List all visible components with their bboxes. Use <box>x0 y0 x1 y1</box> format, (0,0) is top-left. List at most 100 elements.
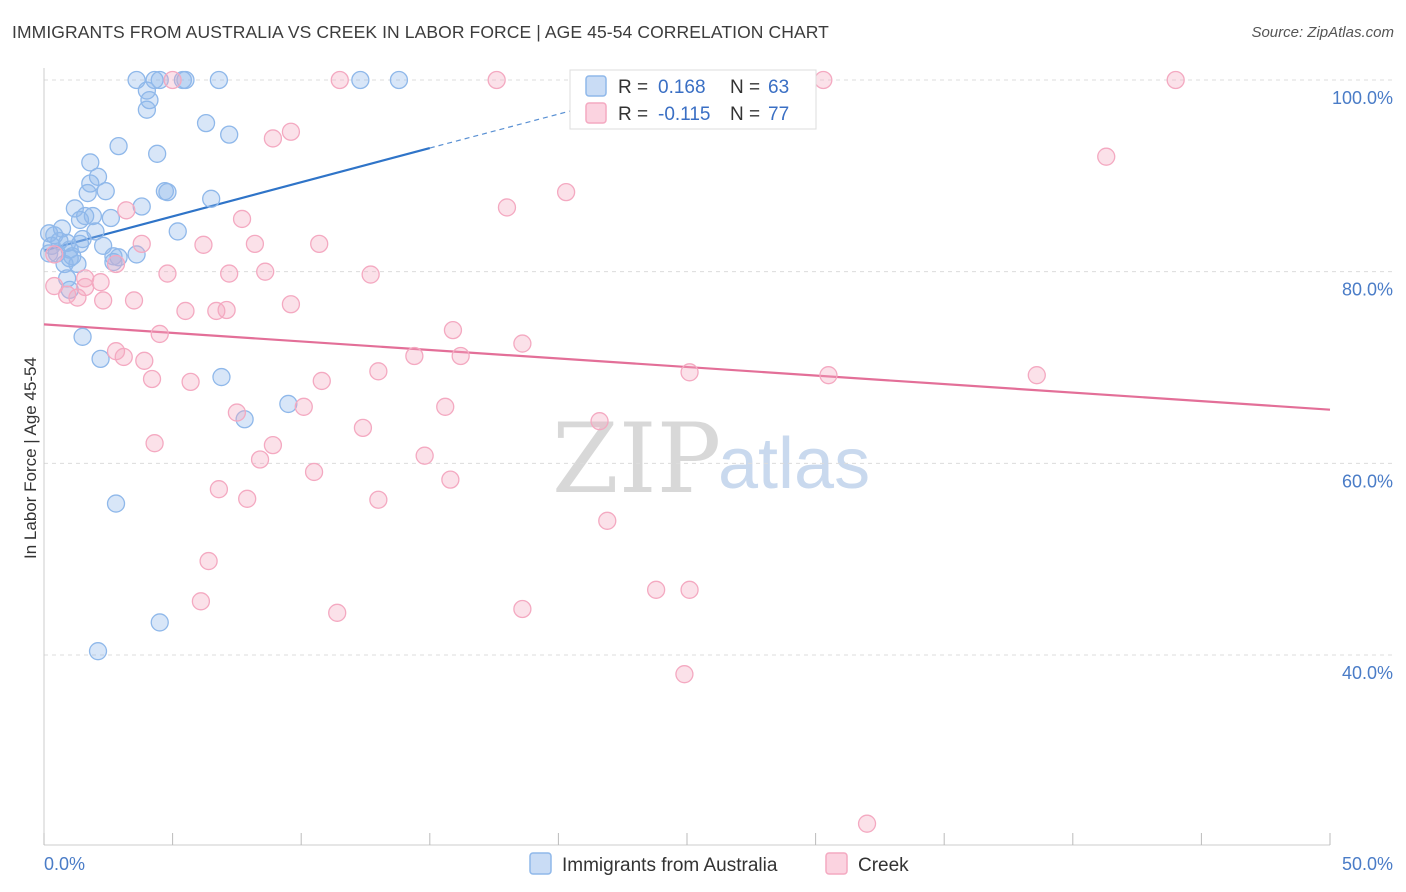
point-australia <box>96 182 115 201</box>
point-creek <box>443 320 463 340</box>
trend-line-australia-extension <box>429 103 598 149</box>
point-creek <box>857 814 877 833</box>
point-australia <box>109 136 128 156</box>
trend-line-creek <box>43 323 1331 411</box>
legend-swatch-creek <box>585 102 607 124</box>
legend-n-label-1: N = <box>730 77 760 98</box>
point-creek <box>114 347 133 367</box>
legend-n-value-1: 63 <box>768 77 789 98</box>
y-tick-label: 80.0% <box>1342 280 1393 300</box>
x-tick-label: 0.0% <box>44 854 85 874</box>
point-creek <box>245 234 265 254</box>
point-creek <box>132 234 151 254</box>
axes <box>43 68 1331 846</box>
trend-lines <box>43 103 1331 411</box>
point-creek <box>451 346 470 366</box>
point-creek <box>142 369 162 389</box>
point-creek <box>145 434 164 453</box>
point-australia <box>132 197 151 216</box>
bottom-legend: Immigrants from Australia Creek <box>529 852 909 876</box>
bottom-legend-label-creek: Creek <box>858 855 909 876</box>
point-creek <box>353 418 373 438</box>
point-creek <box>436 397 455 416</box>
point-creek <box>94 291 113 310</box>
point-creek <box>45 245 64 264</box>
point-australia <box>137 100 157 119</box>
point-australia <box>68 254 87 274</box>
point-creek <box>819 366 838 385</box>
point-creek <box>405 346 424 366</box>
point-australia <box>81 153 100 172</box>
legend-n-value-2: 77 <box>768 104 789 125</box>
point-creek <box>369 490 388 509</box>
legend-r-value-1: 0.168 <box>658 77 706 98</box>
legend-box: R = 0.168 N = 63 R = -0.115 N = 77 <box>569 69 817 130</box>
point-australia <box>279 394 298 414</box>
point-australia <box>209 70 229 90</box>
legend-swatch-australia <box>585 75 607 97</box>
point-creek <box>304 462 324 482</box>
point-australia <box>389 70 409 90</box>
point-creek <box>57 285 77 304</box>
point-creek <box>263 129 283 148</box>
point-creek <box>199 551 218 571</box>
point-creek <box>590 412 609 431</box>
point-creek <box>487 70 506 90</box>
point-creek <box>263 435 283 455</box>
point-australia <box>212 367 231 387</box>
point-creek <box>150 324 169 344</box>
point-creek <box>181 372 200 392</box>
point-creek <box>227 403 247 422</box>
point-creek <box>1166 70 1185 90</box>
point-creek <box>163 70 182 90</box>
bottom-legend-swatch-creek <box>825 852 848 875</box>
legend-r-label-1: R = <box>618 77 648 98</box>
point-australia <box>168 222 187 241</box>
y-tick-labels: 40.0% 60.0% 80.0% 100.0% <box>1332 88 1393 683</box>
legend-n-label-2: N = <box>730 104 760 125</box>
point-creek <box>176 301 195 321</box>
point-creek <box>281 295 301 314</box>
chart-title: IMMIGRANTS FROM AUSTRALIA VS CREEK IN LA… <box>12 22 829 42</box>
point-creek <box>250 450 270 469</box>
point-australia <box>127 245 146 264</box>
point-creek <box>310 234 329 254</box>
data-points <box>39 70 1185 833</box>
point-australia <box>104 252 123 272</box>
point-creek <box>1027 366 1046 385</box>
point-creek <box>238 489 257 508</box>
point-creek <box>68 288 87 307</box>
point-creek <box>497 198 517 217</box>
point-australia <box>91 349 110 369</box>
point-creek <box>330 70 349 90</box>
point-creek <box>117 201 136 220</box>
point-creek <box>232 209 252 229</box>
legend-frame <box>569 69 817 130</box>
bottom-legend-swatch-australia <box>529 852 552 875</box>
watermark-zip: ZIP <box>552 403 721 515</box>
point-creek <box>191 592 211 611</box>
point-australia <box>150 70 169 90</box>
point-creek <box>209 480 229 499</box>
trend-line-australia <box>43 146 431 252</box>
point-australia <box>196 113 216 133</box>
point-australia <box>148 144 167 163</box>
point-australia <box>158 182 177 202</box>
point-creek <box>256 262 275 281</box>
point-creek <box>680 363 699 382</box>
y-tick-label: 60.0% <box>1342 471 1393 491</box>
y-tick-label: 100.0% <box>1332 88 1393 108</box>
y-axis-label: In Labor Force | Age 45-54 <box>21 357 40 559</box>
point-australia <box>78 183 97 203</box>
point-creek <box>556 182 576 202</box>
point-creek <box>415 446 434 465</box>
point-australia <box>202 189 221 208</box>
point-creek <box>194 235 213 254</box>
point-creek <box>135 351 154 370</box>
point-creek <box>680 580 699 599</box>
point-australia <box>73 327 92 346</box>
point-creek <box>220 264 239 283</box>
point-creek <box>513 599 532 619</box>
point-australia <box>176 70 195 90</box>
